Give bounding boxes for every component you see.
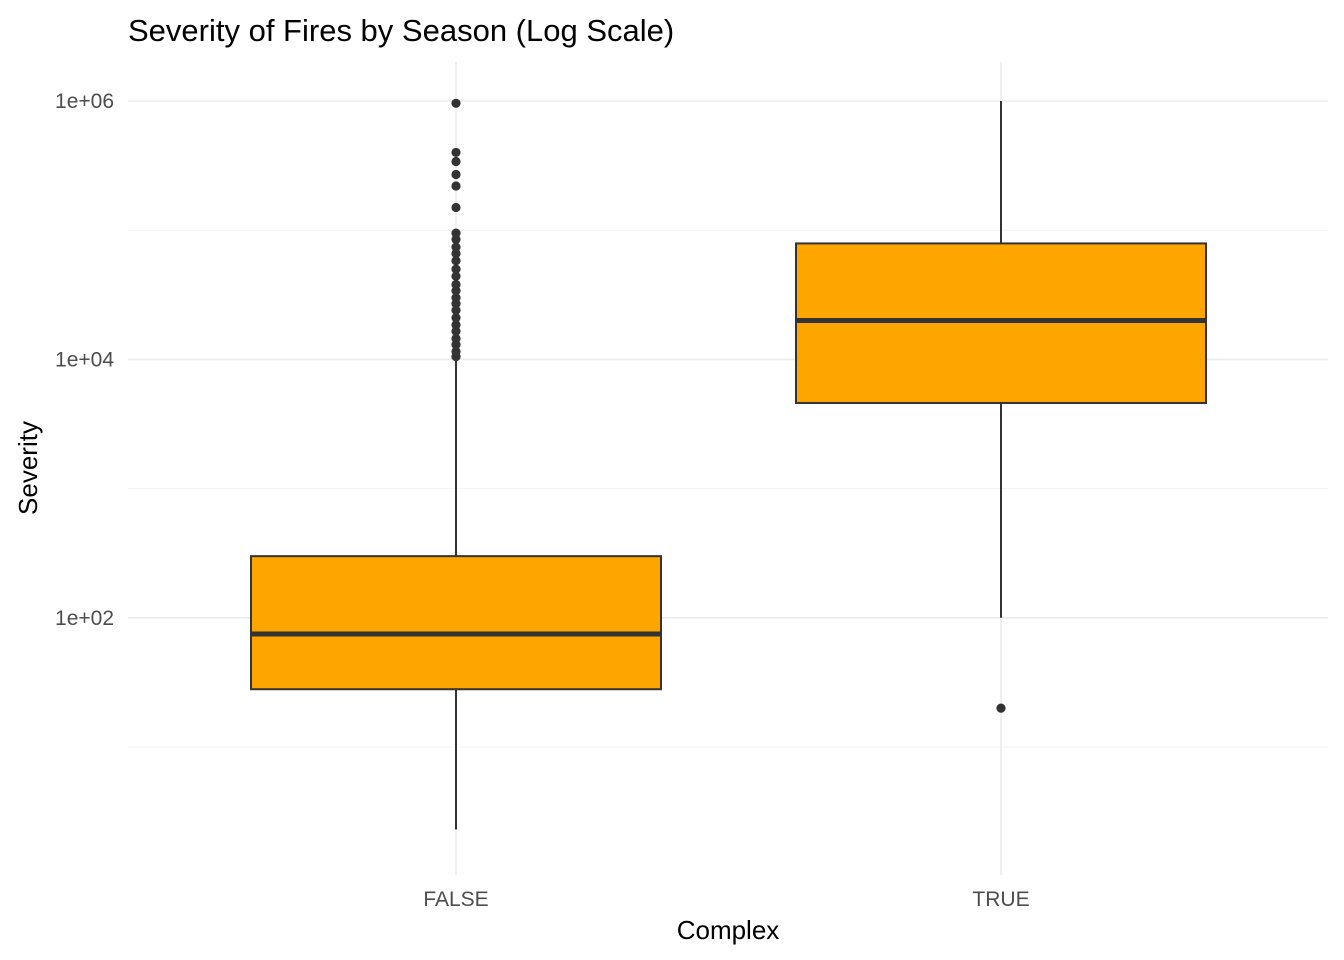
outlier-point — [451, 279, 461, 290]
y-tick-label: 1e+04 — [55, 348, 114, 371]
outlier-point — [451, 313, 461, 323]
y-axis-title: Severity — [13, 421, 43, 515]
x-axis-title: Complex — [677, 915, 780, 945]
box-rect — [250, 555, 662, 691]
x-tick-label: TRUE — [972, 888, 1029, 911]
tick-labels: 1e+02 1e+04 1e+06 FALSE TRUE — [55, 90, 1030, 911]
box-group — [250, 98, 662, 830]
box-rect — [795, 242, 1207, 404]
outlier-point — [451, 346, 461, 357]
outlier-point — [451, 242, 461, 252]
outlier-point — [451, 271, 461, 281]
outlier-point — [451, 293, 461, 303]
outlier-point — [451, 333, 461, 344]
outlier-point — [451, 326, 461, 336]
outlier-point — [996, 703, 1006, 713]
outlier-point — [451, 228, 461, 238]
box-group — [795, 101, 1207, 713]
y-tick-label: 1e+06 — [55, 90, 114, 113]
x-tick-label: FALSE — [423, 888, 488, 911]
outlier-point — [451, 147, 461, 158]
y-tick-label: 1e+02 — [55, 607, 114, 630]
outlier-point — [451, 264, 461, 274]
outlier-point — [451, 248, 461, 259]
chart-title: Severity of Fires by Season (Log Scale) — [128, 13, 674, 48]
outlier-point — [451, 305, 461, 315]
outlier-point — [451, 256, 461, 266]
outlier-point — [451, 181, 461, 191]
outlier-point — [451, 320, 461, 330]
box-plots — [250, 98, 1207, 830]
grid-lines — [128, 62, 1328, 875]
outlier-point — [451, 98, 461, 108]
outlier-point — [451, 202, 461, 213]
outlier-point — [451, 156, 461, 167]
outlier-point — [451, 169, 461, 180]
